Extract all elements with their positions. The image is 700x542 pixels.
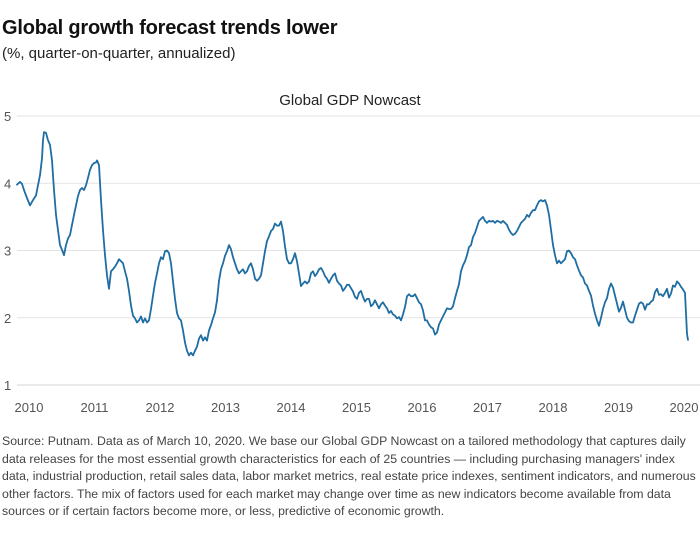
y-tick-label: 4 xyxy=(4,176,11,191)
y-tick-label: 5 xyxy=(4,109,11,124)
x-tick-label: 2016 xyxy=(408,400,437,415)
x-tick-label: 2010 xyxy=(15,400,44,415)
page-subtitle: (%, quarter-on-quarter, annualized) xyxy=(2,45,236,62)
chart-title: Global GDP Nowcast xyxy=(279,92,421,109)
x-tick-label: 2020 xyxy=(670,400,699,415)
gridlines xyxy=(17,115,700,386)
x-tick-label: 2011 xyxy=(81,400,109,415)
y-tick-label: 3 xyxy=(4,244,11,259)
page-title: Global growth forecast trends lower xyxy=(2,17,338,39)
x-tick-label: 2015 xyxy=(342,400,371,415)
series-line-global-gdp-nowcast xyxy=(16,131,689,357)
x-tick-label: 2017 xyxy=(473,400,502,415)
x-tick-label: 2013 xyxy=(211,400,240,415)
x-axis-ticks: 2010 2011 2012 2013 2014 2015 2016 2017 2018 2019… xyxy=(15,400,699,415)
x-tick-label: 2018 xyxy=(539,400,568,415)
x-tick-label: 2012 xyxy=(146,400,175,415)
y-tick-label: 1 xyxy=(4,378,11,393)
x-tick-label: 2019 xyxy=(604,400,633,415)
y-axis-ticks: 1 2 3 4 5 xyxy=(4,109,11,393)
source-note: Source: Putnam. Data as of March 10, 202… xyxy=(2,434,696,518)
x-tick-label: 2014 xyxy=(277,400,306,415)
y-tick-label: 2 xyxy=(4,311,11,326)
